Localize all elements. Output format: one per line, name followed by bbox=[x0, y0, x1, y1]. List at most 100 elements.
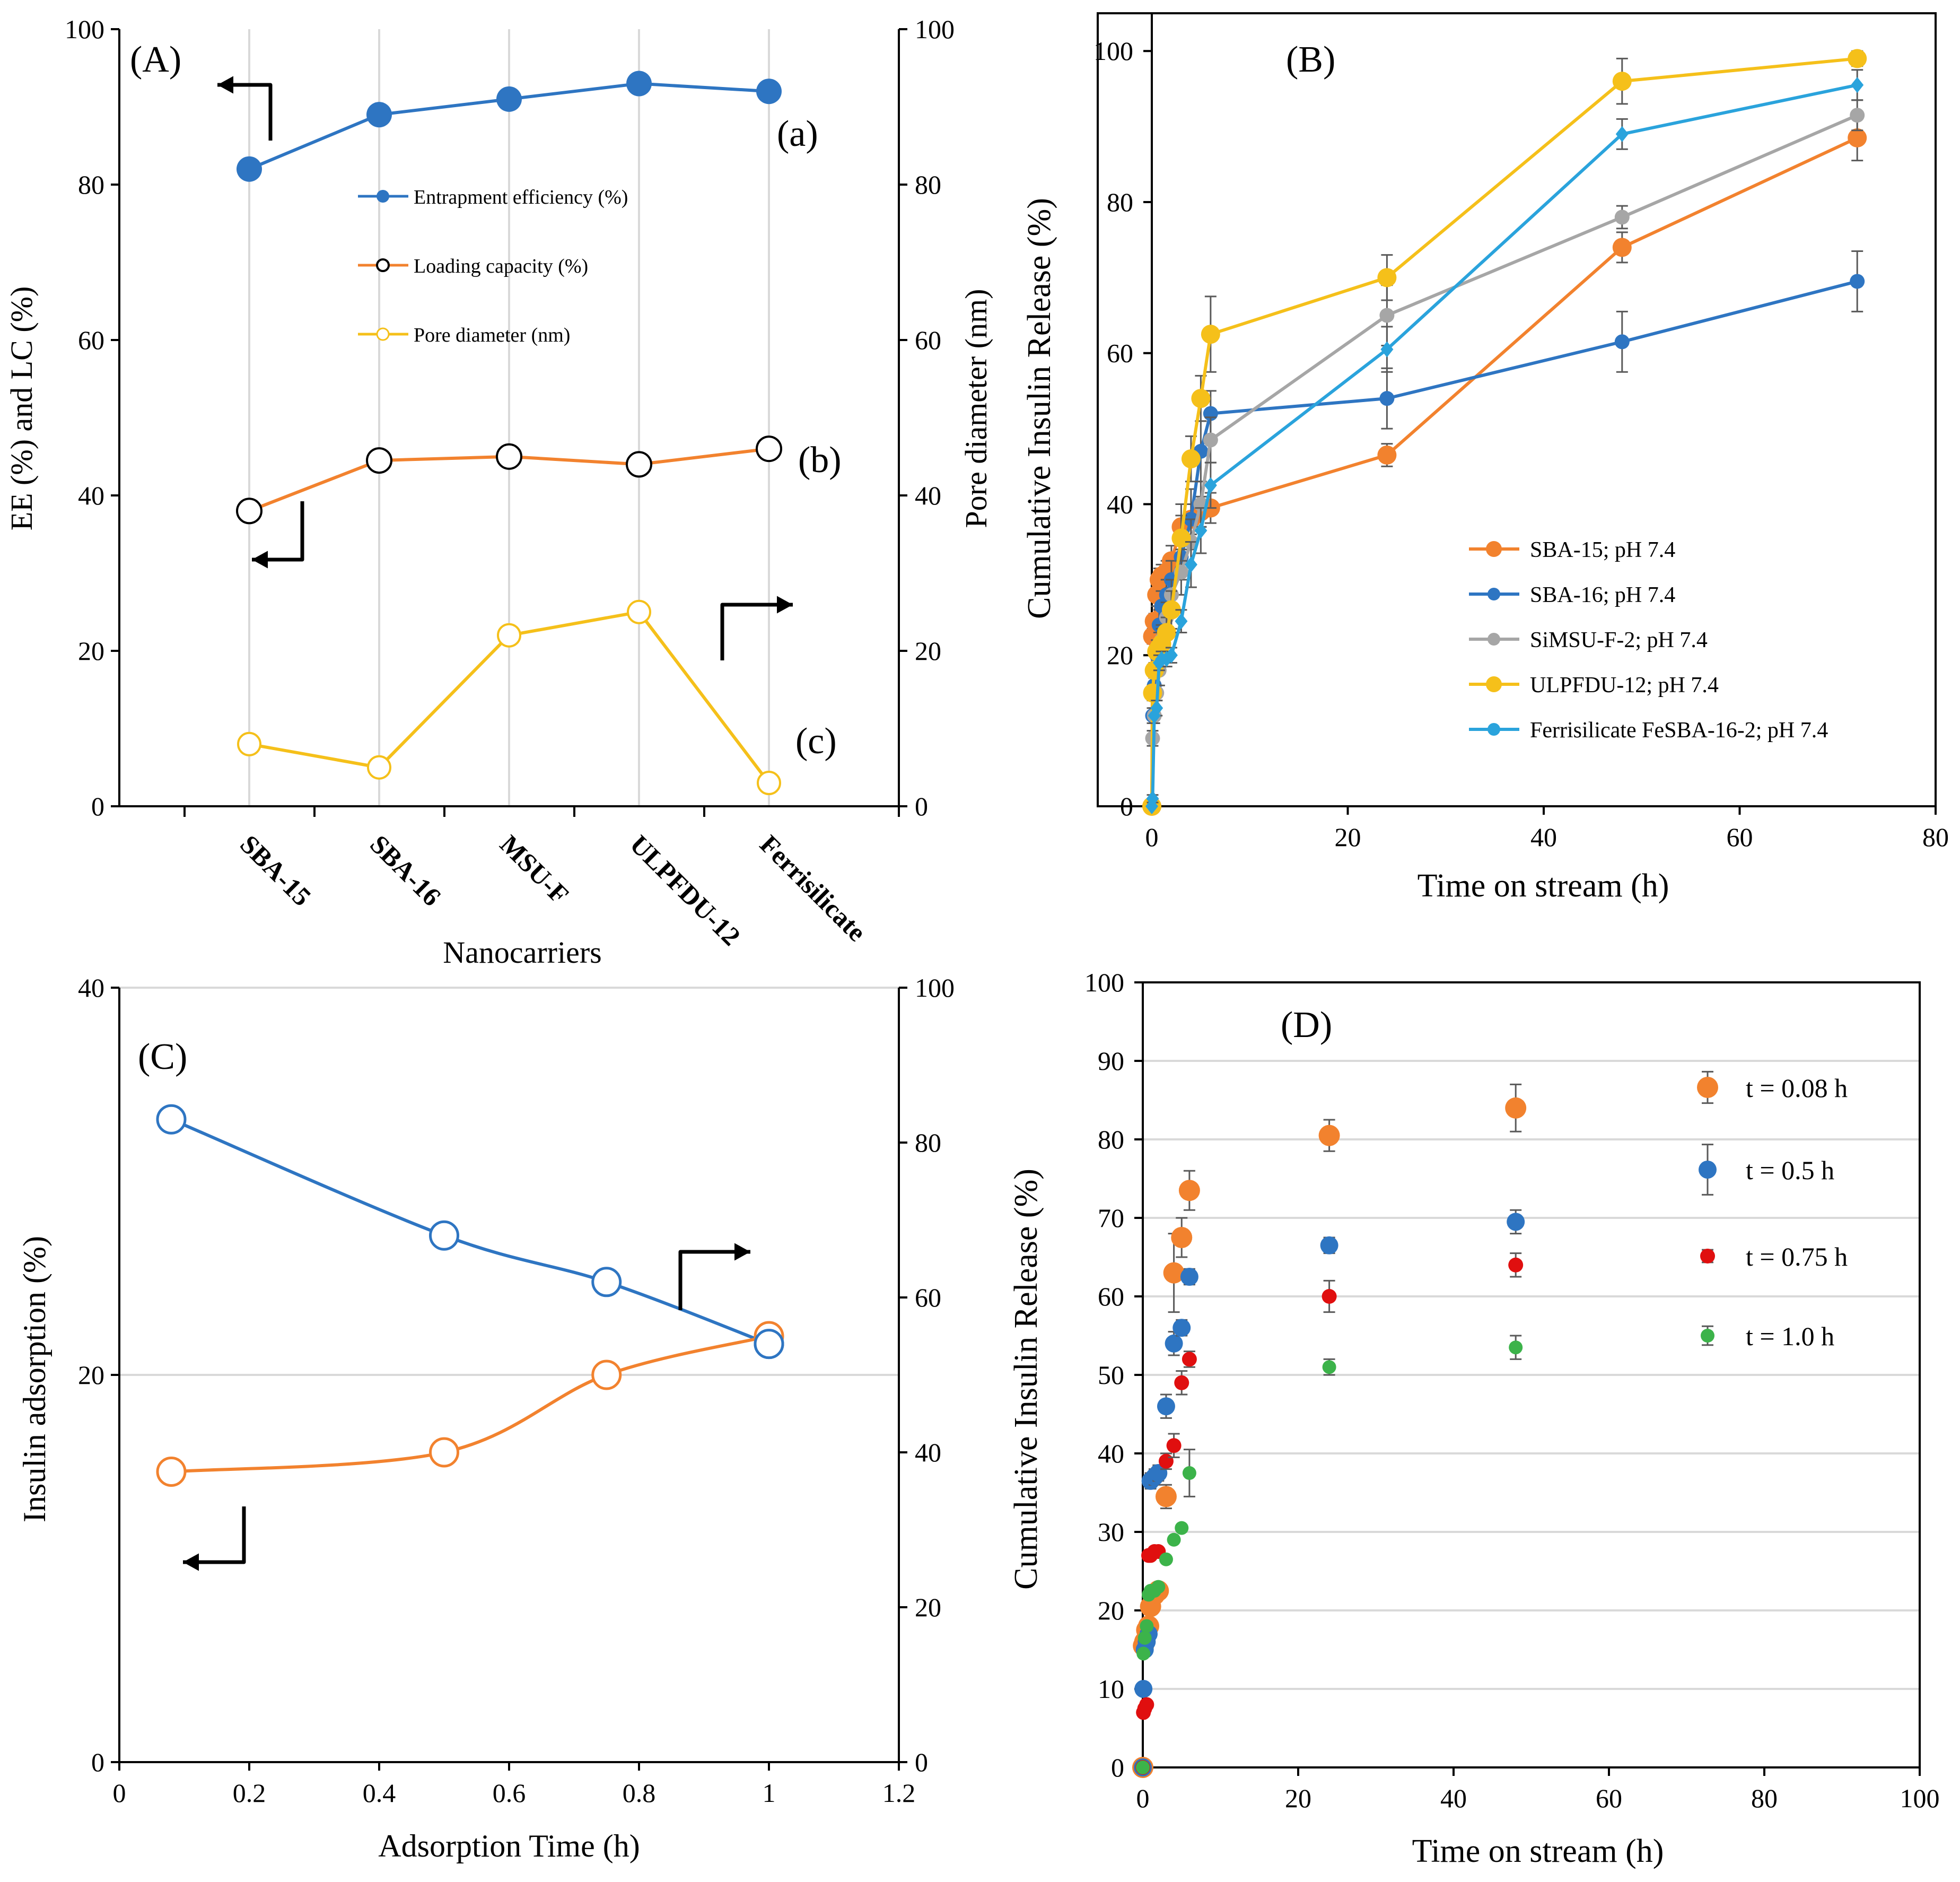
data-point bbox=[1136, 1646, 1151, 1661]
x-tick-label: 1.2 bbox=[882, 1778, 916, 1808]
data-point bbox=[1171, 528, 1191, 548]
panel-label: (D) bbox=[1281, 1005, 1332, 1045]
series-line bbox=[1150, 114, 1858, 807]
x-tick-label: 0 bbox=[113, 1778, 126, 1808]
y-tick-label: 50 bbox=[1098, 1360, 1124, 1390]
y-axis-title: Insulin adsorption (%) bbox=[17, 1236, 52, 1522]
data-point bbox=[1848, 128, 1867, 147]
series-line-orange bbox=[171, 1335, 769, 1474]
data-point bbox=[1318, 1125, 1340, 1146]
data-point-pore bbox=[757, 771, 781, 796]
data-point bbox=[1134, 1680, 1153, 1698]
data-point-blue bbox=[156, 1104, 187, 1135]
data-point-pore bbox=[237, 731, 261, 756]
y-tick-label-left: 20 bbox=[78, 636, 104, 666]
y-tick-label-right: 0 bbox=[915, 1747, 928, 1777]
legend-marker bbox=[377, 190, 389, 203]
panel-label: (A) bbox=[130, 39, 181, 80]
data-point bbox=[1379, 391, 1395, 406]
axis-arrow bbox=[217, 83, 273, 141]
x-tick-label: 80 bbox=[1922, 822, 1949, 852]
data-point bbox=[1612, 72, 1632, 91]
data-point-lc bbox=[366, 447, 392, 474]
data-point bbox=[1204, 477, 1217, 493]
series-tag: (c) bbox=[795, 721, 837, 762]
data-point bbox=[1166, 1438, 1182, 1453]
y-tick-label-right: 20 bbox=[915, 1592, 941, 1622]
data-point-blue bbox=[754, 1329, 784, 1360]
panel-a: 0 0 20 20 40 40 60 60 80 80 100 100 SBA-15 SBA-16 MSU-… bbox=[4, 14, 993, 970]
y-tick-label: 100 bbox=[1093, 36, 1133, 66]
data-point bbox=[1850, 108, 1865, 123]
legend-label: t = 1.0 h bbox=[1746, 1321, 1834, 1351]
data-point bbox=[1175, 1521, 1189, 1535]
data-point-lc bbox=[756, 435, 782, 463]
x-tick-label: 1 bbox=[763, 1778, 776, 1808]
legend-marker bbox=[1486, 676, 1502, 692]
x-tick-label: 60 bbox=[1727, 822, 1753, 852]
data-point-ee bbox=[366, 102, 392, 128]
y-tick-label: 0 bbox=[1111, 1753, 1124, 1782]
x-tick-label: 100 bbox=[1900, 1783, 1940, 1813]
data-point bbox=[1320, 1236, 1338, 1254]
data-point-ee bbox=[496, 86, 522, 112]
x-tick-label: 40 bbox=[1440, 1783, 1467, 1813]
legend-label: t = 0.08 h bbox=[1746, 1073, 1848, 1103]
data-point bbox=[1165, 647, 1178, 664]
y-tick-label: 100 bbox=[1084, 968, 1124, 997]
legend-label: SBA-16; pH 7.4 bbox=[1530, 583, 1675, 607]
data-point-lc bbox=[496, 443, 522, 470]
legend-marker bbox=[1488, 588, 1500, 600]
x-axis-title: Adsorption Time (h) bbox=[378, 1828, 640, 1863]
data-point bbox=[1191, 389, 1211, 408]
data-point bbox=[1377, 445, 1397, 465]
data-point bbox=[1182, 1466, 1196, 1480]
y-tick-label: 60 bbox=[1098, 1282, 1124, 1311]
data-point-pore bbox=[627, 599, 651, 624]
panel-label: (B) bbox=[1286, 39, 1335, 80]
y-tick-label-right: 60 bbox=[915, 325, 941, 355]
axis-arrow-head bbox=[217, 76, 233, 94]
axis-arrow bbox=[678, 1250, 750, 1310]
series-tag: (a) bbox=[777, 114, 818, 154]
category-label: ULPFDU-12 bbox=[624, 829, 746, 951]
legend-label: t = 0.5 h bbox=[1746, 1155, 1834, 1185]
panel-b: 0 20 40 60 80 100 0 20 40 60 80 Time on stream (h) C… bbox=[1021, 12, 1949, 904]
axis-arrow-head bbox=[734, 1243, 750, 1261]
legend-label: Pore diameter (nm) bbox=[414, 324, 570, 346]
data-point bbox=[1151, 1580, 1166, 1594]
plot-frame bbox=[1097, 12, 1937, 807]
data-point bbox=[1509, 1340, 1523, 1355]
data-point bbox=[1140, 1619, 1154, 1633]
legend-label: Entrapment efficiency (%) bbox=[414, 186, 628, 208]
legend-marker bbox=[1701, 1329, 1714, 1343]
data-point bbox=[1172, 1319, 1191, 1337]
y-axis-title: Cumulative Insulin Release (%) bbox=[1008, 1169, 1044, 1590]
legend-label: SiMSU-F-2; pH 7.4 bbox=[1530, 628, 1708, 652]
data-point bbox=[1184, 556, 1197, 573]
series-line-blue bbox=[170, 1118, 770, 1346]
y-tick-label: 80 bbox=[1107, 187, 1133, 217]
y-tick-label-right: 80 bbox=[915, 1128, 941, 1157]
data-point bbox=[1181, 449, 1201, 469]
legend-label: SBA-15; pH 7.4 bbox=[1530, 538, 1675, 562]
y-tick-label-left: 100 bbox=[65, 14, 104, 44]
data-point bbox=[1150, 700, 1163, 716]
legend-label: Loading capacity (%) bbox=[414, 255, 588, 277]
data-point bbox=[1612, 238, 1632, 257]
axis-arrow-head bbox=[777, 596, 793, 614]
data-point bbox=[1505, 1097, 1527, 1119]
data-point bbox=[1163, 1262, 1185, 1284]
y-tick-label: 30 bbox=[1098, 1517, 1124, 1547]
legend-label: t = 0.75 h bbox=[1746, 1242, 1848, 1271]
data-point bbox=[1158, 1453, 1174, 1469]
category-label: SBA-15 bbox=[234, 829, 317, 912]
axis-arrow bbox=[252, 501, 304, 562]
category-label: SBA-16 bbox=[364, 829, 447, 912]
y-tick-label-right: 60 bbox=[915, 1283, 941, 1312]
data-point bbox=[1203, 432, 1218, 448]
legend-marker bbox=[1700, 1249, 1715, 1264]
axis-arrow bbox=[720, 603, 793, 660]
data-point-lc bbox=[236, 498, 262, 525]
series-line bbox=[1150, 57, 1858, 807]
